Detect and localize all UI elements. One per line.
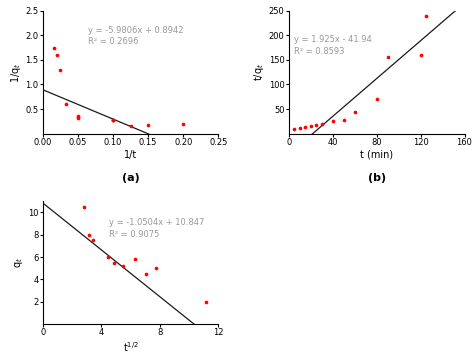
Point — [312, 122, 320, 128]
Point — [318, 121, 326, 127]
Point — [104, 254, 112, 260]
Point — [340, 117, 347, 123]
Y-axis label: q$_t$: q$_t$ — [13, 257, 25, 268]
Point — [74, 113, 82, 119]
Point — [127, 123, 134, 129]
Point — [74, 114, 82, 120]
Y-axis label: 1/q$_t$: 1/q$_t$ — [9, 62, 23, 82]
Point — [307, 123, 315, 129]
Text: (a): (a) — [122, 173, 139, 183]
Point — [109, 117, 117, 123]
Point — [301, 124, 309, 130]
Point — [51, 45, 58, 50]
Text: y = -5.9806x + 0.8942
R² = 0.2696: y = -5.9806x + 0.8942 R² = 0.2696 — [88, 26, 184, 46]
Point — [85, 232, 93, 238]
X-axis label: t$^{1/2}$: t$^{1/2}$ — [123, 340, 138, 354]
Point — [131, 256, 139, 262]
Text: y = -1.0504x + 10.847
R² = 0.9075: y = -1.0504x + 10.847 R² = 0.9075 — [109, 218, 204, 239]
Point — [422, 13, 430, 19]
Point — [56, 67, 64, 73]
Point — [62, 101, 70, 107]
Point — [109, 117, 117, 123]
Point — [144, 122, 152, 128]
Text: y = 1.925x - 41.94
R² = 0.8593: y = 1.925x - 41.94 R² = 0.8593 — [294, 35, 372, 56]
Point — [291, 126, 298, 132]
Point — [296, 125, 303, 131]
Point — [110, 260, 118, 265]
Point — [53, 52, 61, 58]
Text: (b): (b) — [367, 173, 386, 183]
Point — [417, 52, 424, 58]
Point — [202, 299, 210, 305]
Point — [142, 271, 150, 276]
Point — [152, 265, 160, 271]
Point — [329, 118, 337, 124]
Point — [109, 117, 117, 123]
X-axis label: t (min): t (min) — [360, 149, 393, 159]
Point — [90, 237, 97, 243]
Point — [180, 121, 187, 127]
Point — [80, 204, 88, 210]
Point — [119, 263, 127, 269]
X-axis label: 1/t: 1/t — [124, 149, 137, 159]
Y-axis label: t/q$_t$: t/q$_t$ — [252, 63, 266, 81]
Point — [373, 96, 381, 102]
Point — [384, 55, 392, 60]
Point — [351, 109, 358, 114]
Point — [74, 116, 82, 121]
